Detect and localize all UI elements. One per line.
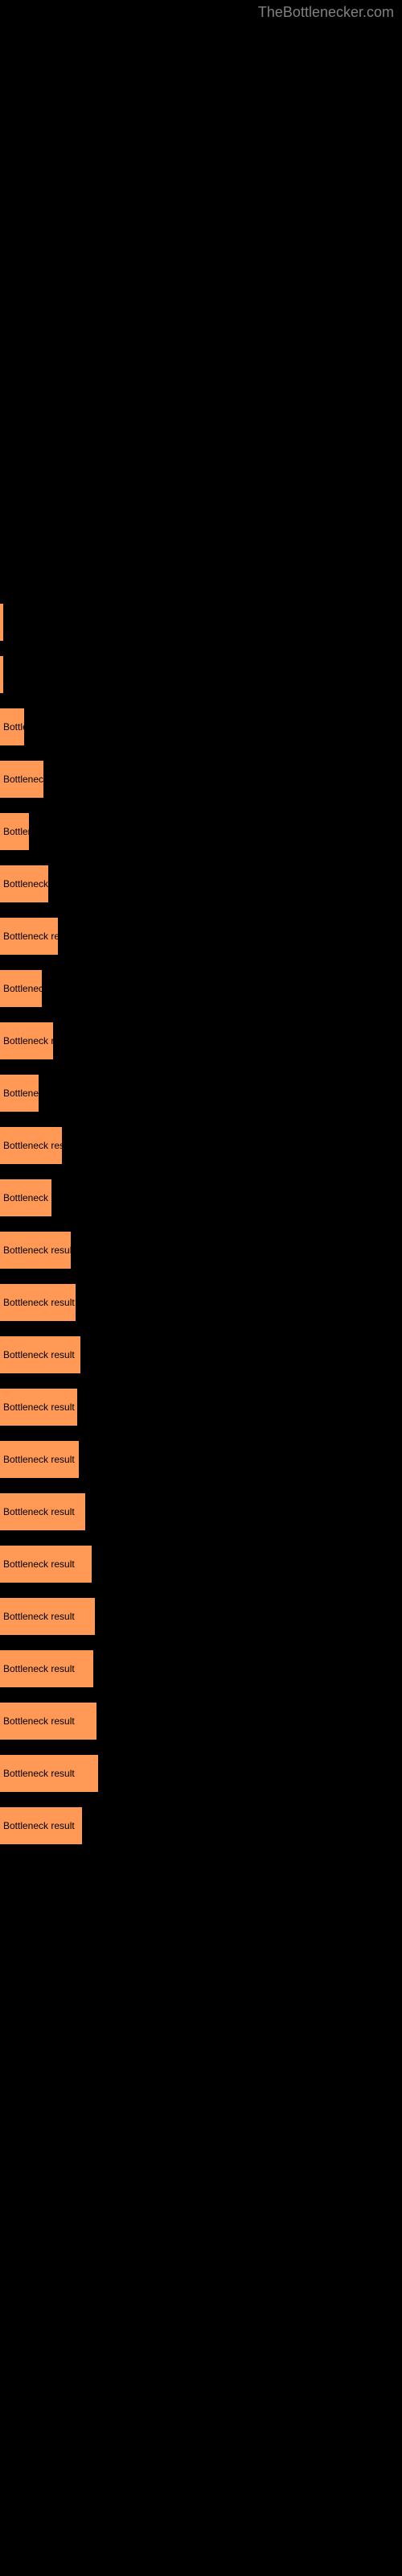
bar-row: Bottleneck [0,761,402,813]
bar: Bottleneck result [0,1284,76,1321]
bar [0,604,3,641]
bar: Bottleneck result [0,1807,82,1844]
bar-row: Bottleneck result [0,1807,402,1860]
bar-row: Bottleneck r [0,865,402,918]
bar: Bottleneck result [0,1598,95,1635]
bar-row: Bottleneck result [0,1650,402,1703]
bar: Bottleneck result [0,1546,92,1583]
bar: Bottleneck re [0,1022,53,1059]
bar: Bottleneck r [0,865,48,902]
bar-row: Bottleneck result [0,1336,402,1389]
bar: Bottlenec [0,1075,39,1112]
bar-row: Bottleneck result [0,1232,402,1284]
bar-row: Bottleneck result [0,1546,402,1598]
bar-row [0,604,402,656]
bar [0,656,3,693]
bar-row: Bottle [0,708,402,761]
bar: Bottlen [0,813,29,850]
bar-row: Bottleneck result [0,1493,402,1546]
bar-row: Bottleneck result [0,1598,402,1650]
bar: Bottle [0,708,24,745]
bar-row: Bottleneck result [0,1755,402,1807]
bar-row: Bottleneck result [0,1441,402,1493]
bar: Bottleneck [0,970,42,1007]
bar: Bottleneck result [0,1441,79,1478]
bar-row: Bottlen [0,813,402,865]
bar: Bottleneck resu [0,1127,62,1164]
bar: Bottleneck result [0,1755,98,1792]
bar: Bottleneck [0,761,43,798]
bar-row: Bottleneck resu [0,1127,402,1179]
bar-row: Bottleneck re [0,1022,402,1075]
bar: Bottleneck result [0,1703,96,1740]
bar-row: Bottlenec [0,1075,402,1127]
bar-row: Bottleneck result [0,1284,402,1336]
bar-row: Bottleneck result [0,1389,402,1441]
bar-row [0,656,402,708]
bar-row: Bottleneck res [0,918,402,970]
bar-chart: Bottle Bottleneck Bottlen Bottleneck r Bottl… [0,0,402,1860]
bar: Bottleneck result [0,1389,77,1426]
bar: Bottleneck result [0,1650,93,1687]
bar-row: Bottleneck result [0,1703,402,1755]
bar: Bottleneck result [0,1336,80,1373]
bar-row: Bottleneck [0,970,402,1022]
bar: Bottleneck result [0,1232,71,1269]
bar: Bottleneck res [0,918,58,955]
bar: Bottleneck re [0,1179,51,1216]
bar: Bottleneck result [0,1493,85,1530]
bar-row: Bottleneck re [0,1179,402,1232]
